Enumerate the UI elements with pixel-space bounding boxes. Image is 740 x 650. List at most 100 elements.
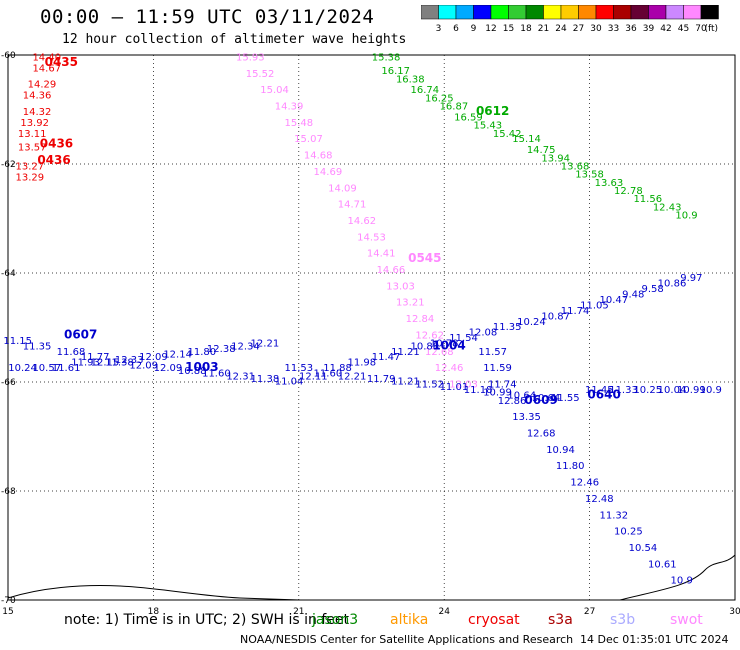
colorbar-label: 15 bbox=[503, 24, 514, 34]
swh-value-label: 13.57 bbox=[18, 142, 47, 153]
footer-center: NOAA/NESDIS Center for Satellite Applica… bbox=[240, 633, 574, 646]
swh-value-label: 14.53 bbox=[357, 232, 386, 243]
colorbar-legend: 3 6 9 12 15 18 21 24 27 30 33 36 39 42 45 70(ft) bbox=[421, 5, 719, 34]
swh-value-label: 12.09 bbox=[154, 363, 183, 374]
swh-value-label: 13.29 bbox=[15, 172, 44, 183]
y-tick-label: -70 bbox=[1, 596, 16, 606]
swh-value-label: 12.31 bbox=[226, 371, 255, 382]
swh-value-label: 13.63 bbox=[595, 178, 624, 189]
pass-time-label: 0436 bbox=[37, 153, 70, 167]
swh-value-label: 15.43 bbox=[473, 121, 502, 132]
swh-value-label: 11.33 bbox=[609, 385, 638, 396]
swh-value-label: 10.86 bbox=[658, 279, 687, 290]
swh-value-label: 16.38 bbox=[396, 74, 425, 85]
swh-value-label: 9.58 bbox=[641, 284, 663, 295]
swh-value-label: 10.99 bbox=[483, 388, 512, 399]
swh-value-label: 12.68 bbox=[425, 347, 454, 358]
swh-value-label: 11.21 bbox=[391, 347, 420, 358]
swh-value-label: 9.97 bbox=[680, 273, 702, 284]
swh-value-label: 10.99 bbox=[677, 385, 706, 396]
colorbar-label: 6 bbox=[453, 24, 459, 34]
swh-value-label: 10.25 bbox=[633, 385, 662, 396]
swh-value-label: 11.68 bbox=[57, 347, 86, 358]
y-tick-label: -66 bbox=[1, 378, 16, 388]
swh-value-label: 11.93 bbox=[71, 358, 100, 369]
colorbar-label: 9 bbox=[471, 24, 477, 34]
swh-value-label: 14.75 bbox=[527, 145, 556, 156]
swh-value-label: 12.33 bbox=[115, 355, 144, 366]
colorbar-label: 27 bbox=[573, 24, 584, 34]
y-tick-label: -68 bbox=[1, 487, 16, 497]
swh-value-label: 11.77 bbox=[81, 352, 110, 363]
swh-value-label: 11.18 bbox=[464, 385, 493, 396]
footer-timestamp: 14 Dec 01:35:01 UTC 2024 bbox=[580, 633, 729, 646]
swh-value-label: 10.24 bbox=[8, 363, 37, 374]
swh-value-label: 13.92 bbox=[20, 118, 49, 129]
colorbar-label: 39 bbox=[643, 24, 655, 34]
swh-value-label: 11.59 bbox=[483, 363, 512, 374]
swh-value-label: 15.42 bbox=[493, 129, 522, 140]
swh-value-label: 10.47 bbox=[600, 295, 629, 306]
swh-value-label: 14.32 bbox=[23, 107, 52, 118]
swh-value-label: 10.04 bbox=[658, 385, 687, 396]
swh-value-label: 12.09 bbox=[139, 352, 168, 363]
swh-value-label: 11.61 bbox=[52, 363, 81, 374]
swh-value-label: 12.08 bbox=[469, 328, 498, 339]
swh-value-label: 14.29 bbox=[28, 80, 57, 91]
swh-value-label: 15.07 bbox=[294, 134, 323, 145]
swh-value-label: 12.34 bbox=[231, 341, 260, 352]
swh-value-label: 14.62 bbox=[347, 216, 376, 227]
sat-label-s3b: s3b bbox=[610, 612, 636, 628]
swh-value-label: 11.01 bbox=[440, 382, 469, 393]
swh-value-label: 14.41 bbox=[367, 249, 396, 260]
swh-value-label: 13.58 bbox=[575, 170, 604, 181]
swh-value-label: 12.09 bbox=[129, 360, 158, 371]
swh-value-label: 13.35 bbox=[512, 412, 541, 423]
swh-value-label: 11.54 bbox=[449, 333, 478, 344]
swh-value-label: 13.68 bbox=[561, 161, 590, 172]
swh-value-label: 11.80 bbox=[556, 461, 585, 472]
swh-value-label: 12.38 bbox=[207, 344, 236, 355]
x-tick-label: 24 bbox=[438, 607, 450, 617]
swh-value-label: 15.38 bbox=[372, 52, 401, 63]
swh-value-label: 15.48 bbox=[284, 118, 313, 129]
swh-value-label: 13.94 bbox=[541, 153, 570, 164]
pass-time-label: 0545 bbox=[408, 251, 441, 265]
swh-value-label: 10.87 bbox=[541, 311, 570, 322]
swh-value-label: 12.15 bbox=[91, 358, 120, 369]
colorbar-label: 12 bbox=[485, 24, 496, 34]
colorbar-swatch bbox=[700, 5, 719, 20]
swh-value-label: 11.74 bbox=[488, 379, 517, 390]
y-tick-label: -60 bbox=[1, 51, 16, 61]
swh-value-label: 12.62 bbox=[415, 330, 444, 341]
swh-value-label: 12.84 bbox=[406, 314, 435, 325]
swh-value-label: 11.32 bbox=[600, 510, 629, 521]
pass-time-label: 1004 bbox=[432, 338, 465, 352]
swh-value-label: 12.86 bbox=[498, 396, 527, 407]
swh-value-label: 10.88 bbox=[178, 366, 207, 377]
sat-label-swot: swot bbox=[670, 612, 703, 628]
y-tick-label: -64 bbox=[1, 269, 16, 279]
swh-value-label: 11.88 bbox=[323, 363, 352, 374]
swh-value-label: 11.74 bbox=[561, 306, 590, 317]
swh-value-label: 11.35 bbox=[23, 341, 52, 352]
x-tick-label: 15 bbox=[2, 607, 13, 617]
swh-value-label: 10.9 bbox=[700, 385, 722, 396]
colorbar-unit: (ft) bbox=[705, 24, 719, 34]
pass-time-label: 1003 bbox=[185, 360, 218, 374]
swh-value-label: 14.66 bbox=[377, 265, 406, 276]
swh-value-label: 11.53 bbox=[284, 363, 313, 374]
swh-value-label: 13.11 bbox=[18, 129, 47, 140]
map-subtitle: 12 hour collection of altimeter wave hei… bbox=[62, 32, 407, 47]
swh-value-label: 11.04 bbox=[275, 377, 304, 388]
swh-value-label: 10.61 bbox=[648, 559, 677, 570]
swh-value-label: 11.05 bbox=[580, 300, 609, 311]
swh-value-label: 11.60 bbox=[202, 369, 231, 380]
swh-value-label: 10.88 bbox=[410, 341, 439, 352]
sat-label-cryosat: cryosat bbox=[468, 612, 520, 628]
pass-time-label: 0612 bbox=[476, 104, 509, 118]
swh-value-label: 11.98 bbox=[347, 358, 376, 369]
swh-value-label: 10.24 bbox=[517, 317, 546, 328]
swh-value-label: 14.09 bbox=[328, 183, 357, 194]
